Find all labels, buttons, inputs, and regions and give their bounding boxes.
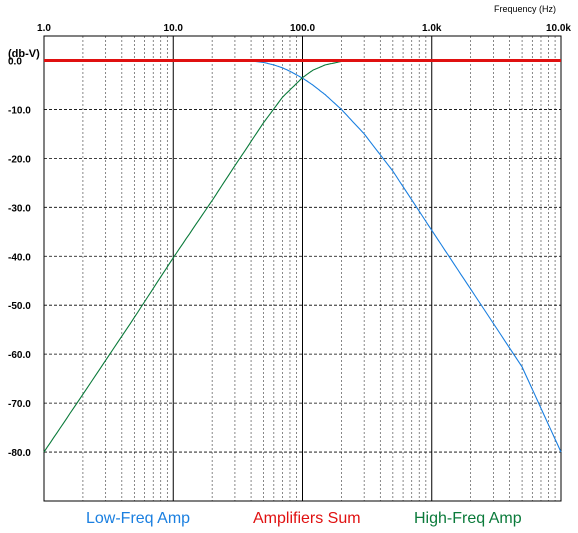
- grid-lines: [44, 36, 561, 501]
- y-tick-label: 0.0: [8, 56, 22, 67]
- x-tick-label: 1.0k: [422, 23, 442, 34]
- x-tick-label: 1.0: [37, 23, 51, 34]
- legend-amplifiers-sum: Amplifiers Sum: [253, 510, 361, 527]
- x-tick-labels: 1.0 10.0 100.0 1.0k 10.0k: [37, 23, 571, 34]
- y-tick-label: -50.0: [8, 301, 31, 312]
- x-tick-label: 10.0k: [546, 23, 571, 34]
- y-tick-label: -10.0: [8, 105, 31, 116]
- x-unit-label: Frequency (Hz): [494, 4, 556, 14]
- legend-low-freq-amp: Low-Freq Amp: [86, 510, 191, 527]
- y-tick-label: -80.0: [8, 448, 31, 459]
- y-tick-labels: 0.0 -10.0 -20.0 -30.0 -40.0 -50.0 -60.0 -70.0 -8…: [8, 56, 31, 459]
- y-tick-label: -60.0: [8, 350, 31, 361]
- y-tick-label: -70.0: [8, 399, 31, 410]
- legend-high-freq-amp: High-Freq Amp: [414, 510, 522, 527]
- y-tick-label: -20.0: [8, 154, 31, 165]
- y-unit-label: (db-V): [8, 48, 40, 60]
- y-tick-label: -30.0: [8, 203, 31, 214]
- series-curves: [43, 59, 562, 453]
- x-tick-label: 100.0: [290, 23, 315, 34]
- x-tick-label: 10.0: [164, 23, 184, 34]
- plot-frame: [43, 35, 562, 502]
- y-tick-label: -40.0: [8, 252, 31, 263]
